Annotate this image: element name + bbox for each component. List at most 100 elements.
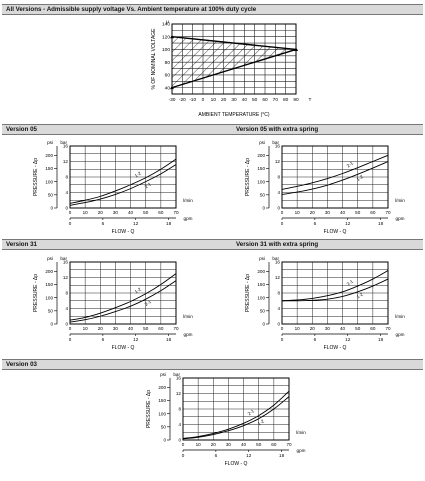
curve-1-2 xyxy=(281,278,389,302)
section-title-v31: Version 31 xyxy=(6,241,37,248)
x-tick-gpm: 18 xyxy=(378,337,384,342)
x-tick-lpm: 40 xyxy=(340,210,346,215)
x-unit-gpm: gpm xyxy=(396,216,405,221)
y-unit-psi: psi xyxy=(47,140,53,145)
x-axis-title: FLOW - Q xyxy=(324,345,347,351)
x-tick-lpm: 40 xyxy=(128,210,134,215)
plot-frame xyxy=(69,261,177,325)
y-tick-psi: 200 xyxy=(45,269,53,274)
curve-2-1 xyxy=(281,270,389,302)
x-tick-gpm: 6 xyxy=(314,337,317,342)
curve-1-2 xyxy=(182,396,290,440)
y-tick-psi: 150 xyxy=(257,282,265,287)
section-title-v05-spring: Version 05 with extra spring xyxy=(236,126,319,133)
y-tick-bar: 12 xyxy=(176,391,182,396)
x-tick-label: 70 xyxy=(273,97,279,103)
y-tick-bar: 8 xyxy=(277,291,280,296)
x-tick-lpm: 10 xyxy=(196,442,202,447)
y-tick-bar: 8 xyxy=(178,407,181,412)
x-tick-lpm: 0 xyxy=(69,210,72,215)
y-tick-bar: 16 xyxy=(275,144,281,149)
y-unit-psi: psi xyxy=(47,256,53,261)
boundary-line-2 xyxy=(171,48,297,89)
y-tick-psi: 50 xyxy=(260,192,266,197)
x-unit-lpm: l/min xyxy=(395,198,405,203)
y-unit-bar: bar xyxy=(60,140,67,145)
x-tick-lpm: 70 xyxy=(286,442,292,447)
admissible-region xyxy=(172,36,296,88)
boundary-marker xyxy=(170,85,174,90)
x-tick-lpm: 0 xyxy=(182,442,185,447)
y-tick-bar: 12 xyxy=(275,275,281,280)
y-tick-psi: 100 xyxy=(158,411,166,416)
x-tick-lpm: 20 xyxy=(310,326,316,331)
x-axis-title: FLOW - Q xyxy=(225,461,248,467)
x-tick-gpm: 0 xyxy=(281,221,284,226)
y-tick-psi: 0 xyxy=(50,206,53,211)
plot-frame xyxy=(69,145,177,209)
x-unit-gpm: gpm xyxy=(297,448,306,453)
section-band-all-versions: All Versions - Admissible supply voltage… xyxy=(2,4,423,15)
x-tick-gpm: 0 xyxy=(182,453,185,458)
x-tick-lpm: 70 xyxy=(385,210,391,215)
y-tick-psi: 200 xyxy=(257,153,265,158)
x-tick-lpm: 10 xyxy=(295,210,301,215)
y-tick-bar: 16 xyxy=(275,260,281,265)
y-tick-psi: 150 xyxy=(257,166,265,171)
x-tick-gpm: 12 xyxy=(133,337,139,342)
pressure-flow-chart-v05: 1-22-10481216050100150200barpsiPRESSURE … xyxy=(33,140,193,235)
x-tick-label: 90 xyxy=(293,97,299,103)
x-unit-lpm: l/min xyxy=(395,314,405,319)
pressure-flow-chart-v31: 1-22-10481216050100150200barpsiPRESSURE … xyxy=(33,256,193,351)
y-tick-psi: 100 xyxy=(257,179,265,184)
y-tick-bar: 0 xyxy=(178,438,181,443)
y-tick-psi: 200 xyxy=(158,385,166,390)
x-tick-lpm: 60 xyxy=(370,210,376,215)
curve-label: 1-2 xyxy=(356,291,365,299)
boundary-marker xyxy=(170,34,174,39)
x-tick-lpm: 0 xyxy=(281,326,284,331)
curve-label: 2-1 xyxy=(346,160,355,168)
y-unit-psi: psi xyxy=(259,256,265,261)
x-unit-gpm: gpm xyxy=(184,216,193,221)
x-tick-lpm: 20 xyxy=(310,210,316,215)
y-tick-label: 60 xyxy=(165,73,171,79)
x-unit-label: T xyxy=(309,97,312,103)
y-tick-psi: 100 xyxy=(45,179,53,184)
x-tick-lpm: 60 xyxy=(271,442,277,447)
pressure-flow-chart-v05-spring: 2-11-20481216050100150200barpsiPRESSURE … xyxy=(245,140,405,235)
x-tick-lpm: 30 xyxy=(325,326,331,331)
x-tick-gpm: 12 xyxy=(246,453,252,458)
y-unit-label: μ xyxy=(166,20,169,25)
curve-label: 1-2 xyxy=(356,174,365,182)
y-tick-psi: 0 xyxy=(163,438,166,443)
x-tick-gpm: 0 xyxy=(69,337,72,342)
x-axis-title: FLOW - Q xyxy=(112,229,135,235)
y-tick-psi: 50 xyxy=(260,308,266,313)
y-tick-bar: 16 xyxy=(63,144,69,149)
x-tick-gpm: 12 xyxy=(133,221,139,226)
y-tick-bar: 16 xyxy=(63,260,69,265)
curve-1-2 xyxy=(69,273,177,321)
y-tick-label: 120 xyxy=(162,34,170,40)
x-unit-lpm: l/min xyxy=(296,430,306,435)
curve-label: 2-1 xyxy=(144,181,153,189)
x-tick-lpm: 20 xyxy=(98,210,104,215)
x-tick-gpm: 12 xyxy=(345,221,351,226)
curve-2-1 xyxy=(69,164,177,206)
x-tick-gpm: 6 xyxy=(215,453,218,458)
y-unit-bar: bar xyxy=(272,256,279,261)
curve-2-1 xyxy=(69,280,177,323)
y-tick-bar: 0 xyxy=(277,322,280,327)
x-tick-lpm: 0 xyxy=(69,326,72,331)
y-axis-title: PRESSURE - Δp xyxy=(33,158,39,196)
y-tick-label: 140 xyxy=(162,22,170,28)
curve-2-1 xyxy=(182,390,290,439)
x-tick-gpm: 12 xyxy=(345,337,351,342)
x-tick-lpm: 30 xyxy=(226,442,232,447)
y-tick-bar: 8 xyxy=(65,291,68,296)
y-axis-title: PRESSURE - Δp xyxy=(33,274,39,312)
x-tick-lpm: 10 xyxy=(295,326,301,331)
y-tick-psi: 0 xyxy=(262,322,265,327)
curve-label: 2-1 xyxy=(247,408,256,416)
